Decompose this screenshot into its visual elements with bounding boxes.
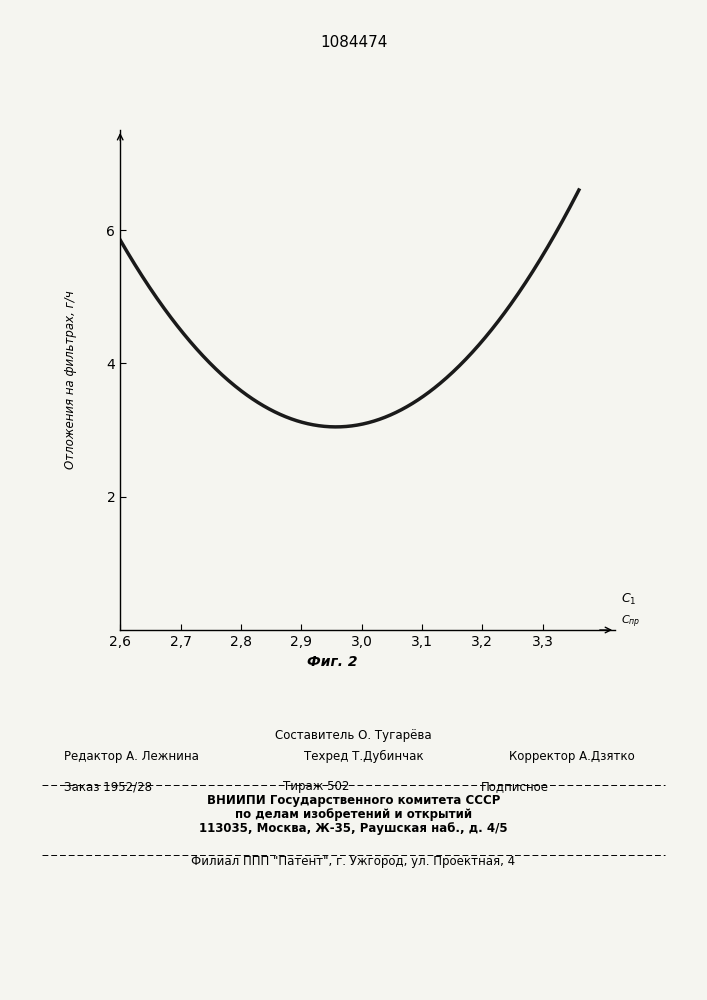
- Text: Редактор А. Лежнина: Редактор А. Лежнина: [64, 750, 199, 763]
- Text: ВНИИПИ Государственного комитета СССР: ВНИИПИ Государственного комитета СССР: [207, 794, 500, 807]
- Text: Отложения на фильтрах, г/ч: Отложения на фильтрах, г/ч: [64, 291, 77, 469]
- Text: $C_1$: $C_1$: [621, 592, 636, 607]
- Text: Фиг. 2: Фиг. 2: [307, 655, 358, 669]
- Text: Подписное: Подписное: [481, 780, 549, 793]
- Text: Техред Т.Дубинчак: Техред Т.Дубинчак: [304, 750, 423, 763]
- Text: 1084474: 1084474: [320, 35, 387, 50]
- Text: Филиал ППП "Патент", г. Ужгород, ул. Проектная, 4: Филиал ППП "Патент", г. Ужгород, ул. Про…: [192, 855, 515, 868]
- Text: по делам изобретений и открытий: по делам изобретений и открытий: [235, 808, 472, 821]
- Text: Заказ 1952/28: Заказ 1952/28: [64, 780, 151, 793]
- Text: Корректор А.Дзятко: Корректор А.Дзятко: [509, 750, 635, 763]
- Text: Тираж 502: Тираж 502: [283, 780, 349, 793]
- Text: Составитель О. Тугарёва: Составитель О. Тугарёва: [275, 729, 432, 742]
- Text: 113035, Москва, Ж-35, Раушская наб., д. 4/5: 113035, Москва, Ж-35, Раушская наб., д. …: [199, 822, 508, 835]
- Text: $C_{пр}$: $C_{пр}$: [621, 614, 641, 630]
